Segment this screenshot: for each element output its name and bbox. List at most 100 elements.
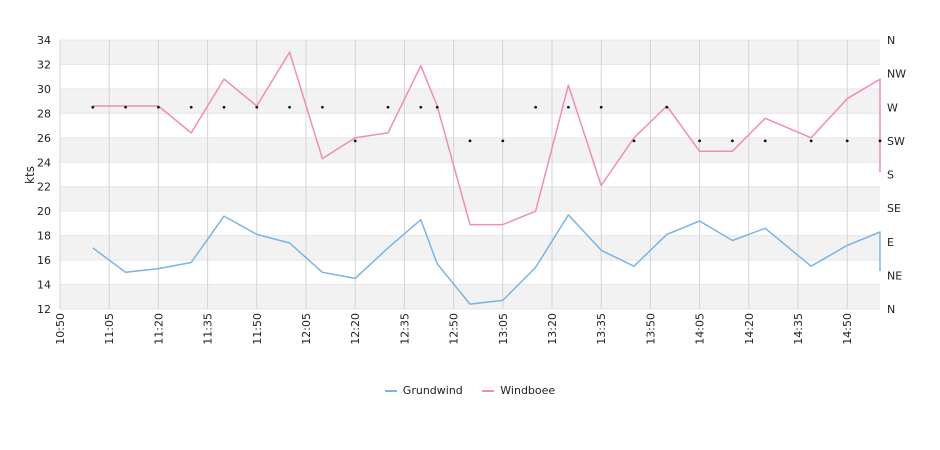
windboee-point [632,136,636,140]
grundwind-point [468,302,472,306]
grundwind-point [599,248,603,252]
direction-dot [157,105,160,109]
direction-dot [288,105,291,109]
direction-dot [386,105,390,109]
grundwind-line [92,214,881,305]
grid-band [60,235,880,261]
direction-dot [878,139,882,143]
x-tick-label: 14:35 [792,313,805,345]
direction-dot [665,105,669,109]
direction-dot [419,105,423,109]
x-tick-label: 13:35 [595,313,608,345]
grundwind-point [222,214,226,218]
direction-dot [845,139,849,143]
right-axis-label: W [887,101,898,114]
right-axis-label: S [887,169,894,182]
grundwind-point [763,226,767,230]
grundwind-point [320,270,324,274]
legend-swatch-grundwind [384,390,397,392]
left-axis-ticks: 12 14 16 18 20 22 24 26 28 30 32 34 [37,34,51,316]
x-tick-label: 10:50 [54,313,67,345]
windboee-point [698,149,702,153]
direction-dot [255,105,259,109]
legend-label-grundwind: Grundwind [402,384,463,397]
direction-dot [91,105,95,109]
direction-dot [698,139,701,143]
grid-bands [60,39,880,310]
grid-band [60,88,880,114]
vertical-gridlines [59,40,848,309]
x-tick-label: 13:20 [546,313,559,345]
x-tick-label: 11:05 [103,313,116,345]
windboee-point [189,131,193,135]
y-tick-label: 26 [37,132,51,145]
windboee-point [763,116,767,120]
direction-dot [632,139,636,143]
right-axis-label: NW [887,68,906,81]
y-tick-label: 22 [37,181,51,194]
windboee-point [320,157,324,161]
windboee-point [878,170,882,174]
grid-band [60,284,880,309]
grundwind-point [501,298,505,302]
grundwind-point [156,267,160,271]
direction-dot [353,139,357,143]
grundwind-point [698,219,702,223]
grid-band [60,186,880,212]
windboee-point [501,223,505,227]
grundwind-point [124,270,128,274]
windboee-point [599,184,603,188]
right-axis-label: N [887,34,895,47]
grundwind-point [665,232,669,236]
windboee-line [92,51,881,226]
direction-dot [534,105,537,109]
direction-markers [91,105,882,143]
windboee-point [353,136,357,140]
x-tick-label: 13:05 [497,313,510,345]
windboee-point [534,209,538,213]
right-axis-label: SW [887,135,905,148]
grundwind-point [189,261,193,265]
windboee-point [730,149,734,153]
right-axis-ticks: N NE E SE S SW W NW N [887,34,906,316]
grundwind-point [288,241,292,245]
grundwind-point [91,246,95,250]
right-axis-label: E [887,236,894,249]
direction-dot [468,139,472,143]
direction-dot [731,139,734,143]
direction-dot [809,139,813,143]
x-axis-ticks: 10:50 11:05 11:20 11:35 11:50 12:05 12:20 12:35… [54,313,854,345]
grundwind-point [809,264,813,268]
y-tick-label: 28 [37,107,51,120]
legend-item-grundwind[interactable]: Grundwind [384,384,463,397]
x-tick-label: 12:05 [300,313,313,345]
x-tick-label: 11:20 [152,313,165,345]
right-axis-label: N [887,303,895,316]
grundwind-point [878,269,882,273]
x-tick-label: 14:50 [841,313,854,345]
legend-item-windboee[interactable]: Windboee [482,384,555,397]
grundwind-point [632,264,636,268]
grundwind-point [730,239,734,243]
x-tick-label: 12:50 [448,313,461,345]
y-tick-label: 16 [37,254,51,267]
legend: Grundwind Windboee [0,384,940,397]
direction-dot [435,105,439,109]
y-tick-label: 12 [37,303,51,316]
direction-dot [222,105,226,109]
y-tick-label: 32 [37,58,51,71]
windboee-point [878,77,882,81]
x-tick-label: 11:35 [202,313,215,345]
grundwind-point [845,243,849,247]
direction-dot [567,105,570,109]
grid-band [60,40,880,65]
windboee-point [386,131,390,135]
x-tick-label: 14:05 [694,313,707,345]
grundwind-point [878,230,882,234]
right-axis-label: NE [887,269,902,282]
y-axis-title: kts [23,166,37,184]
windboee-point [809,136,813,140]
x-tick-label: 12:20 [349,313,362,345]
windboee-point [468,223,472,227]
grundwind-point [419,218,423,222]
